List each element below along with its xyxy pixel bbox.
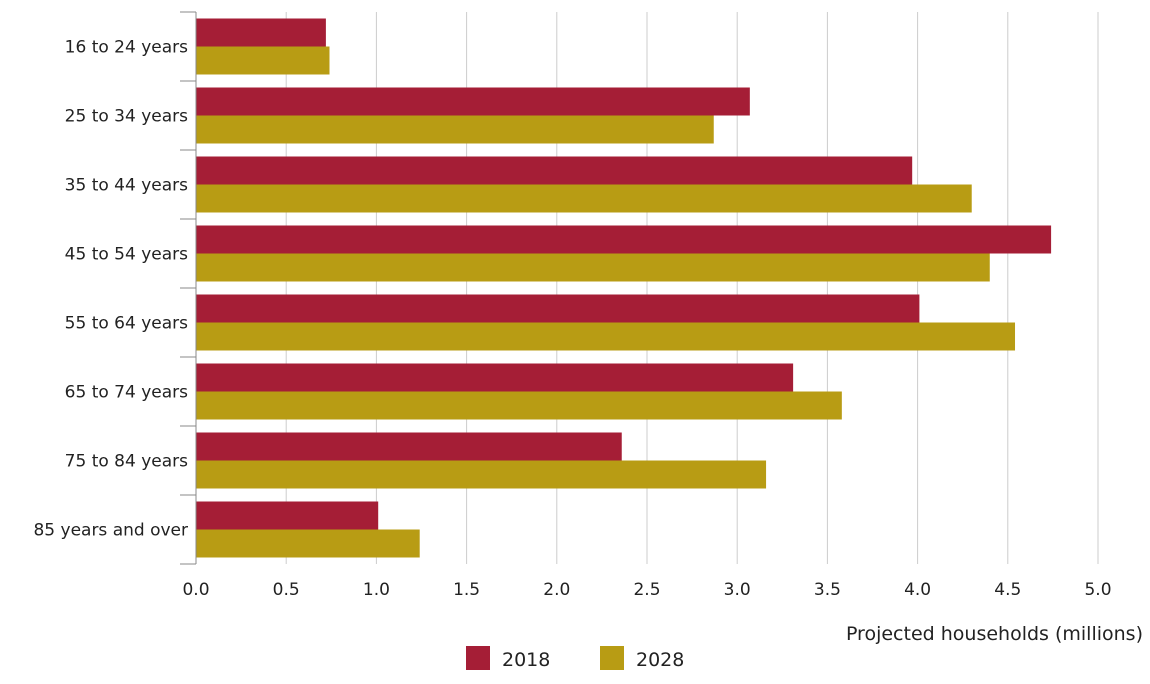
x-tick-label: 5.0 bbox=[1084, 580, 1111, 600]
bar-2028 bbox=[196, 253, 990, 282]
bars-layer bbox=[196, 18, 1052, 558]
bar-2028 bbox=[196, 391, 842, 420]
y-tick-label: 25 to 34 years bbox=[65, 107, 188, 127]
legend-swatch bbox=[466, 646, 490, 670]
y-tick-label: 65 to 74 years bbox=[65, 383, 188, 403]
bar-2018 bbox=[196, 87, 750, 116]
bar-2028 bbox=[196, 46, 330, 75]
y-axis: 16 to 24 years 25 to 34 years 35 to 44 yea… bbox=[33, 11, 197, 565]
bar-2018 bbox=[196, 294, 920, 323]
legend-swatch bbox=[600, 646, 624, 670]
x-axis-title: Projected households (millions) bbox=[846, 623, 1143, 645]
x-tick-label: 4.5 bbox=[994, 580, 1021, 600]
bar-2028 bbox=[196, 184, 972, 213]
x-tick-label: 2.0 bbox=[543, 580, 570, 600]
x-tick-label: 1.5 bbox=[453, 580, 480, 600]
y-tick-label: 85 years and over bbox=[33, 521, 188, 541]
y-tick-label: 55 to 64 years bbox=[65, 314, 188, 334]
bar-2028 bbox=[196, 115, 714, 144]
bar-2028 bbox=[196, 322, 1016, 351]
bar-2018 bbox=[196, 363, 794, 392]
x-tick-label: 0.5 bbox=[273, 580, 300, 600]
legend-label: 2018 bbox=[502, 649, 550, 671]
x-tick-label: 3.5 bbox=[814, 580, 841, 600]
x-tick-label: 1.0 bbox=[363, 580, 390, 600]
legend-label: 2028 bbox=[636, 649, 684, 671]
bar-2018 bbox=[196, 156, 913, 185]
bar-2018 bbox=[196, 501, 379, 530]
x-tick-label: 2.5 bbox=[633, 580, 660, 600]
bar-2018 bbox=[196, 225, 1052, 254]
bar-2028 bbox=[196, 529, 420, 558]
x-tick-label: 4.0 bbox=[904, 580, 931, 600]
x-axis: 0.0 0.5 1.0 1.5 2.0 2.5 3.0 3.5 4.0 4.5 5.0 bbox=[182, 580, 1111, 600]
y-tick-label: 16 to 24 years bbox=[65, 38, 188, 58]
x-tick-label: 3.0 bbox=[724, 580, 751, 600]
legend: 2018 2028 bbox=[466, 646, 684, 671]
y-tick-label: 75 to 84 years bbox=[65, 452, 188, 472]
bar-2018 bbox=[196, 18, 326, 47]
x-tick-label: 0.0 bbox=[182, 580, 209, 600]
y-tick-label: 35 to 44 years bbox=[65, 176, 188, 196]
bar-2028 bbox=[196, 460, 767, 489]
y-tick-label: 45 to 54 years bbox=[65, 245, 188, 265]
bar-2018 bbox=[196, 432, 622, 461]
